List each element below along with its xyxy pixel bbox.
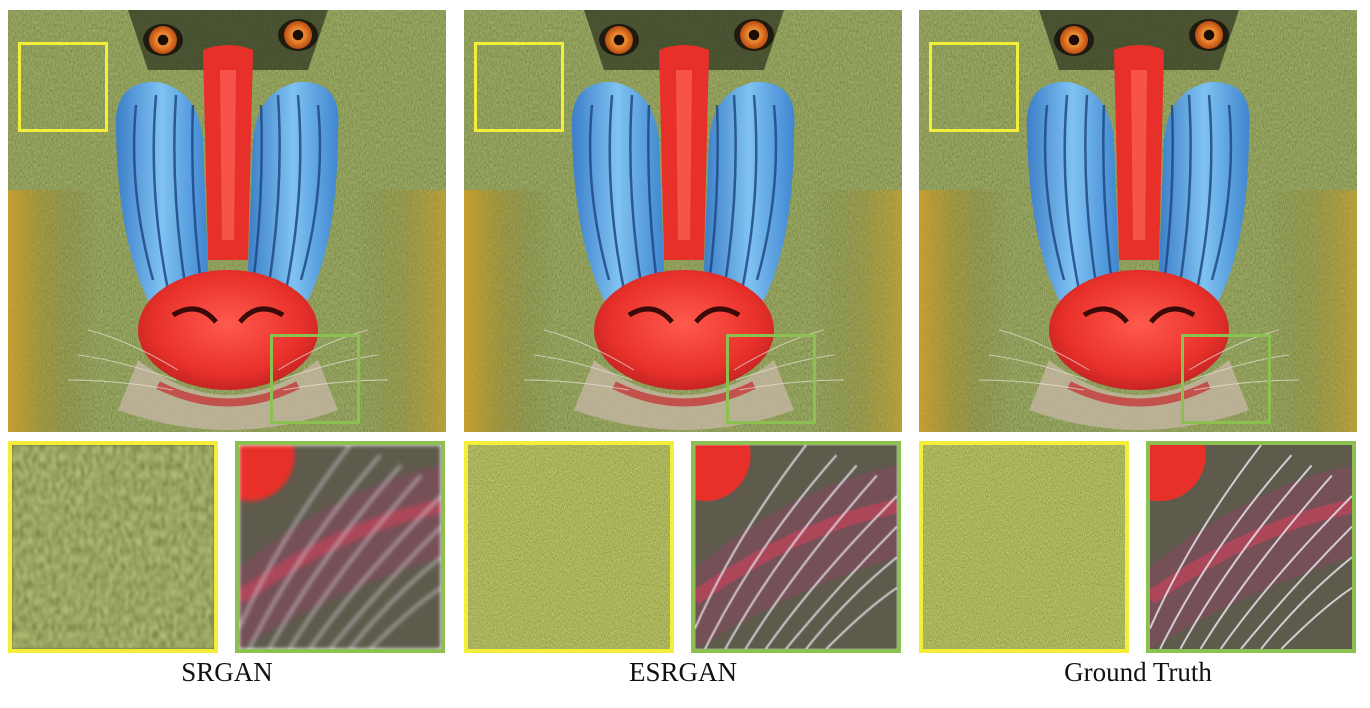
panel-esrgan: ESRGAN: [464, 10, 902, 690]
yellow-zoom-crop: [464, 441, 674, 653]
green-zoom-crop: [1146, 441, 1356, 653]
green-zoom-crop: [235, 441, 445, 653]
panel-ground-truth: Ground Truth: [919, 10, 1357, 690]
panel-srgan: SRGAN: [8, 10, 446, 690]
baboon-image-esrgan: [464, 10, 902, 432]
green-zoom-crop: [691, 441, 901, 653]
baboon-image-ground-truth: [919, 10, 1357, 432]
yellow-zoom-crop: [919, 441, 1129, 653]
panel-caption: SRGAN: [181, 657, 273, 687]
panel-caption: Ground Truth: [1064, 657, 1212, 687]
yellow-zoom-crop: [8, 441, 218, 653]
baboon-image-srgan: [8, 10, 446, 432]
panel-caption: ESRGAN: [628, 657, 737, 687]
